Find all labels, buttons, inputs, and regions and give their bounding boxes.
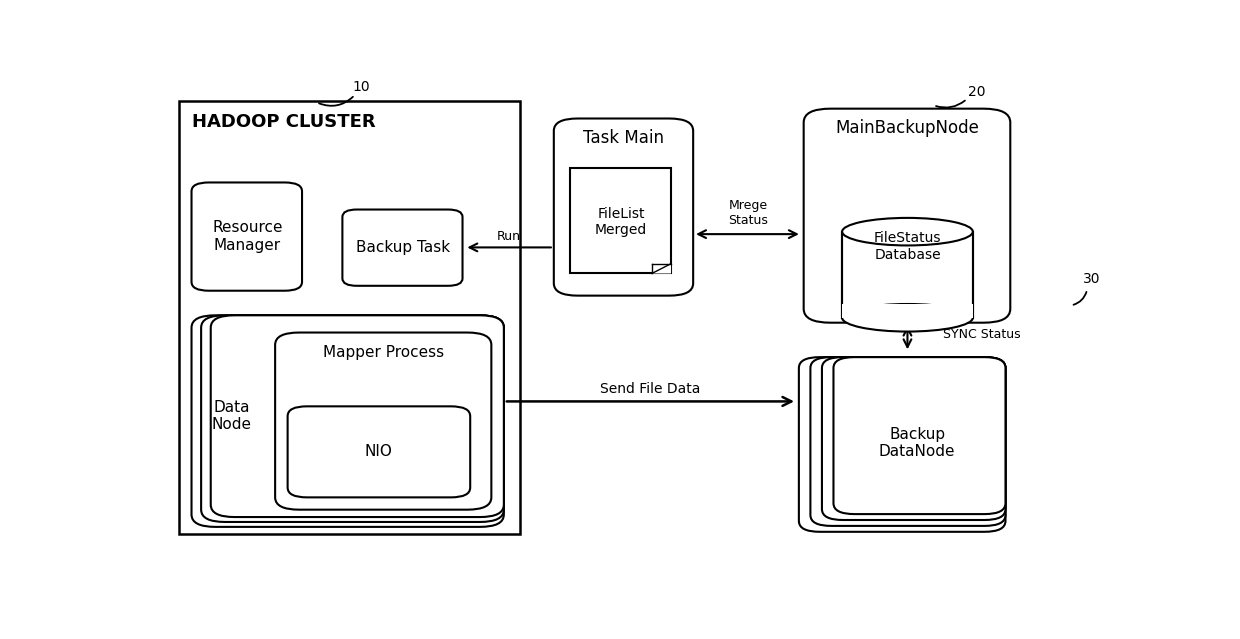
Text: Backup
DataNode: Backup DataNode [879,427,955,459]
Text: 30: 30 [1084,272,1101,286]
FancyBboxPatch shape [822,357,1006,520]
FancyBboxPatch shape [275,332,491,510]
Text: Backup Task: Backup Task [356,240,450,255]
Bar [570,167,671,273]
Polygon shape [652,264,671,273]
FancyBboxPatch shape [191,315,503,527]
Text: Mrege
Status: Mrege Status [728,199,768,227]
FancyBboxPatch shape [211,315,503,517]
Text: Task Main: Task Main [584,129,665,147]
FancyBboxPatch shape [342,210,463,286]
Text: 20: 20 [968,85,986,99]
Bar [842,232,973,318]
Text: Run: Run [497,230,521,243]
FancyBboxPatch shape [804,109,1011,323]
FancyBboxPatch shape [811,357,1006,526]
FancyBboxPatch shape [833,357,1006,514]
FancyBboxPatch shape [191,183,303,291]
Text: SYNC Status: SYNC Status [942,328,1021,341]
FancyBboxPatch shape [554,118,693,296]
FancyBboxPatch shape [799,357,1006,532]
Text: NIO: NIO [365,444,393,459]
Bar [179,102,521,534]
Ellipse shape [842,218,973,245]
FancyBboxPatch shape [201,315,503,522]
Ellipse shape [842,304,973,332]
Text: FileList
Merged: FileList Merged [595,207,647,237]
FancyBboxPatch shape [288,406,470,497]
Bar [842,304,973,318]
Text: HADOOP CLUSTER: HADOOP CLUSTER [191,113,376,131]
Text: Send File Data: Send File Data [600,383,701,396]
Text: Data
Node: Data Node [212,400,252,433]
Text: Mapper Process: Mapper Process [324,344,444,360]
Text: 10: 10 [353,80,371,94]
Text: Resource
Manager: Resource Manager [212,220,283,253]
Text: MainBackupNode: MainBackupNode [836,119,980,137]
Text: FileStatus
Database: FileStatus Database [874,231,941,261]
